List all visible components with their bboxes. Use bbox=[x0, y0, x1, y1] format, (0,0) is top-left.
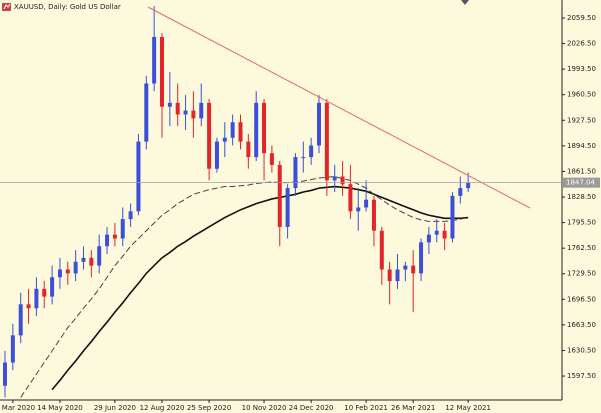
candle-body bbox=[42, 288, 47, 297]
last-price-box bbox=[563, 177, 600, 188]
candle-body bbox=[199, 102, 204, 119]
candle-body bbox=[214, 141, 219, 169]
x-tick-label: 12 Aug 2020 bbox=[140, 404, 185, 412]
y-tick-label: 1927.50 bbox=[567, 116, 596, 124]
chart-title: XAUUSD, Daily: Gold US Dollar bbox=[14, 3, 121, 11]
candle-body bbox=[364, 199, 369, 208]
trend-line bbox=[147, 6, 531, 209]
candle-body bbox=[450, 195, 455, 239]
y-tick-label: 1960.50 bbox=[567, 91, 596, 99]
candle-body bbox=[434, 230, 439, 235]
candle-body bbox=[356, 207, 361, 212]
candle-body bbox=[269, 153, 274, 165]
candle-body bbox=[277, 164, 282, 227]
candle-body bbox=[238, 122, 243, 142]
candle-body bbox=[10, 335, 15, 363]
y-tick-label: 2026.50 bbox=[567, 40, 596, 48]
candle-body bbox=[340, 176, 345, 185]
candle-body bbox=[207, 102, 212, 169]
candle-body bbox=[387, 269, 392, 282]
candle-body bbox=[426, 234, 431, 243]
y-tick-label: 1630.50 bbox=[567, 346, 596, 354]
candle-body bbox=[81, 257, 86, 262]
candle-body bbox=[26, 304, 31, 309]
candle-body bbox=[293, 157, 298, 189]
candle-body bbox=[167, 102, 172, 107]
candle-body bbox=[458, 188, 463, 196]
candle-body bbox=[222, 137, 227, 142]
x-tick-label: 10 Feb 2021 bbox=[344, 404, 388, 412]
candle-body bbox=[285, 188, 290, 227]
x-tick-label: 14 May 2020 bbox=[37, 404, 83, 412]
candle-body bbox=[105, 234, 110, 247]
candle-body bbox=[419, 242, 424, 274]
candle-body bbox=[301, 157, 306, 159]
x-tick-label: 26 Mar 2021 bbox=[391, 404, 435, 412]
candle-body bbox=[175, 102, 180, 115]
candle-body bbox=[144, 83, 149, 142]
x-tick-label: 30 Mar 2020 bbox=[0, 404, 35, 412]
candle-body bbox=[57, 269, 62, 278]
candle-body bbox=[112, 234, 117, 239]
candle-body bbox=[379, 230, 384, 270]
last-price-label: 1847.04 bbox=[566, 179, 595, 187]
candle-body bbox=[136, 141, 141, 212]
x-tick-label: 24 Dec 2020 bbox=[289, 404, 334, 412]
candle-body bbox=[160, 36, 164, 107]
y-tick-label: 1828.50 bbox=[567, 193, 596, 201]
y-tick-label: 1861.50 bbox=[567, 167, 596, 175]
x-tick-label: 25 Sep 2020 bbox=[187, 404, 231, 412]
x-tick-label: 12 May 2021 bbox=[445, 404, 491, 412]
candle-body bbox=[254, 102, 259, 158]
y-tick-label: 1729.50 bbox=[567, 270, 596, 278]
candle-body bbox=[411, 265, 416, 274]
y-tick-label: 2059.50 bbox=[567, 14, 596, 22]
candle-body bbox=[246, 141, 251, 158]
plot-area bbox=[3, 5, 471, 398]
y-tick-label: 1993.50 bbox=[567, 65, 596, 73]
moving-average bbox=[51, 185, 469, 391]
candle-body bbox=[230, 122, 235, 138]
candle-body bbox=[120, 219, 125, 239]
y-tick-label: 1597.50 bbox=[567, 372, 596, 380]
candle-body bbox=[183, 110, 188, 115]
x-tick-label: 29 Jun 2020 bbox=[94, 404, 136, 412]
candle-body bbox=[395, 269, 400, 282]
candle-body bbox=[97, 246, 102, 266]
candle-body bbox=[50, 277, 55, 297]
candle-body bbox=[65, 269, 70, 274]
x-tick-label: 10 Nov 2020 bbox=[242, 404, 287, 412]
candle-body bbox=[191, 110, 196, 119]
candle-body bbox=[128, 211, 133, 220]
candle-body bbox=[89, 257, 94, 266]
candle-body bbox=[466, 182, 471, 189]
candle-body bbox=[3, 362, 7, 386]
candle-body bbox=[309, 145, 314, 158]
shift-marker bbox=[461, 0, 469, 5]
candle-body bbox=[262, 102, 267, 154]
moving-average bbox=[20, 175, 469, 398]
candle-body bbox=[348, 184, 353, 212]
candle-body bbox=[332, 176, 337, 181]
symbol-icon-glyph bbox=[3, 3, 11, 10]
candle-body bbox=[442, 230, 447, 239]
y-tick-label: 1894.50 bbox=[567, 142, 596, 150]
candle-body bbox=[34, 288, 39, 309]
candle-body bbox=[73, 261, 78, 274]
candle-body bbox=[18, 304, 23, 336]
candle-body bbox=[324, 102, 329, 181]
y-tick-label: 1795.50 bbox=[567, 219, 596, 227]
y-tick-label: 1663.50 bbox=[567, 321, 596, 329]
symbol-icon bbox=[2, 3, 11, 11]
y-tick-label: 1696.50 bbox=[567, 295, 596, 303]
candle-body bbox=[403, 265, 408, 270]
y-tick-label: 1762.50 bbox=[567, 244, 596, 252]
candle-body bbox=[371, 199, 376, 231]
candle-body bbox=[317, 102, 321, 146]
candle-body bbox=[152, 36, 157, 84]
